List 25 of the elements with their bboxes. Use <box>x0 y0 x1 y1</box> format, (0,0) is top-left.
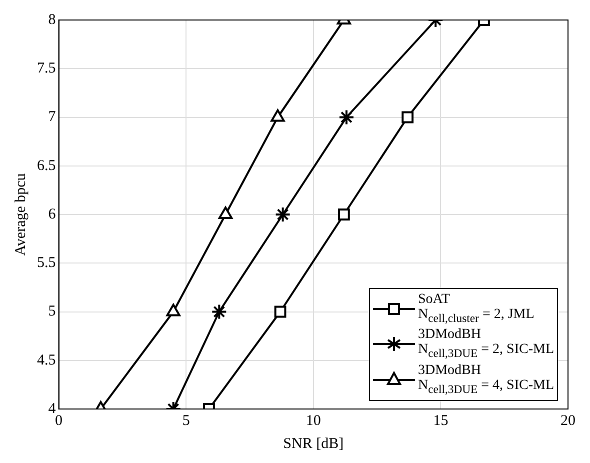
y-tick-label: 7 <box>48 109 56 126</box>
y-tick-label: 7.5 <box>37 60 56 77</box>
point <box>166 304 180 316</box>
y-tick-label: 8 <box>48 12 56 28</box>
point <box>338 109 354 126</box>
legend-label: 3DModBH N$_{cell,3DUE}$ = 2, SIC-ML <box>418 327 554 362</box>
legend-label: SoAT N$_{cell,cluster}$ = 2, JML <box>418 292 534 326</box>
x-axis-title: SNR [dB] <box>283 436 344 452</box>
y-tick-label: 4.5 <box>37 352 56 368</box>
y-tick-label: 6.5 <box>37 158 56 174</box>
y-tick-label: 4 <box>48 400 56 417</box>
point <box>274 206 291 222</box>
y-axis-title: Average bpcu <box>12 172 29 256</box>
y-tick-label: 6 <box>48 206 56 222</box>
x-tick-label: 20 <box>560 412 576 429</box>
point <box>402 111 414 124</box>
x-tick-label: 0 <box>55 412 62 429</box>
x-tick-label: 15 <box>433 412 448 429</box>
x-tick-label: 10 <box>306 412 321 429</box>
x-tick-label: 5 <box>182 412 190 429</box>
y-tick-label: 5 <box>48 304 56 320</box>
point <box>338 208 350 220</box>
point <box>218 206 233 219</box>
y-tick-label: 5.5 <box>37 255 56 272</box>
legend-label: 3DModBH N$_{cell,3DUE}$ = 4, SIC-ML <box>418 363 554 397</box>
